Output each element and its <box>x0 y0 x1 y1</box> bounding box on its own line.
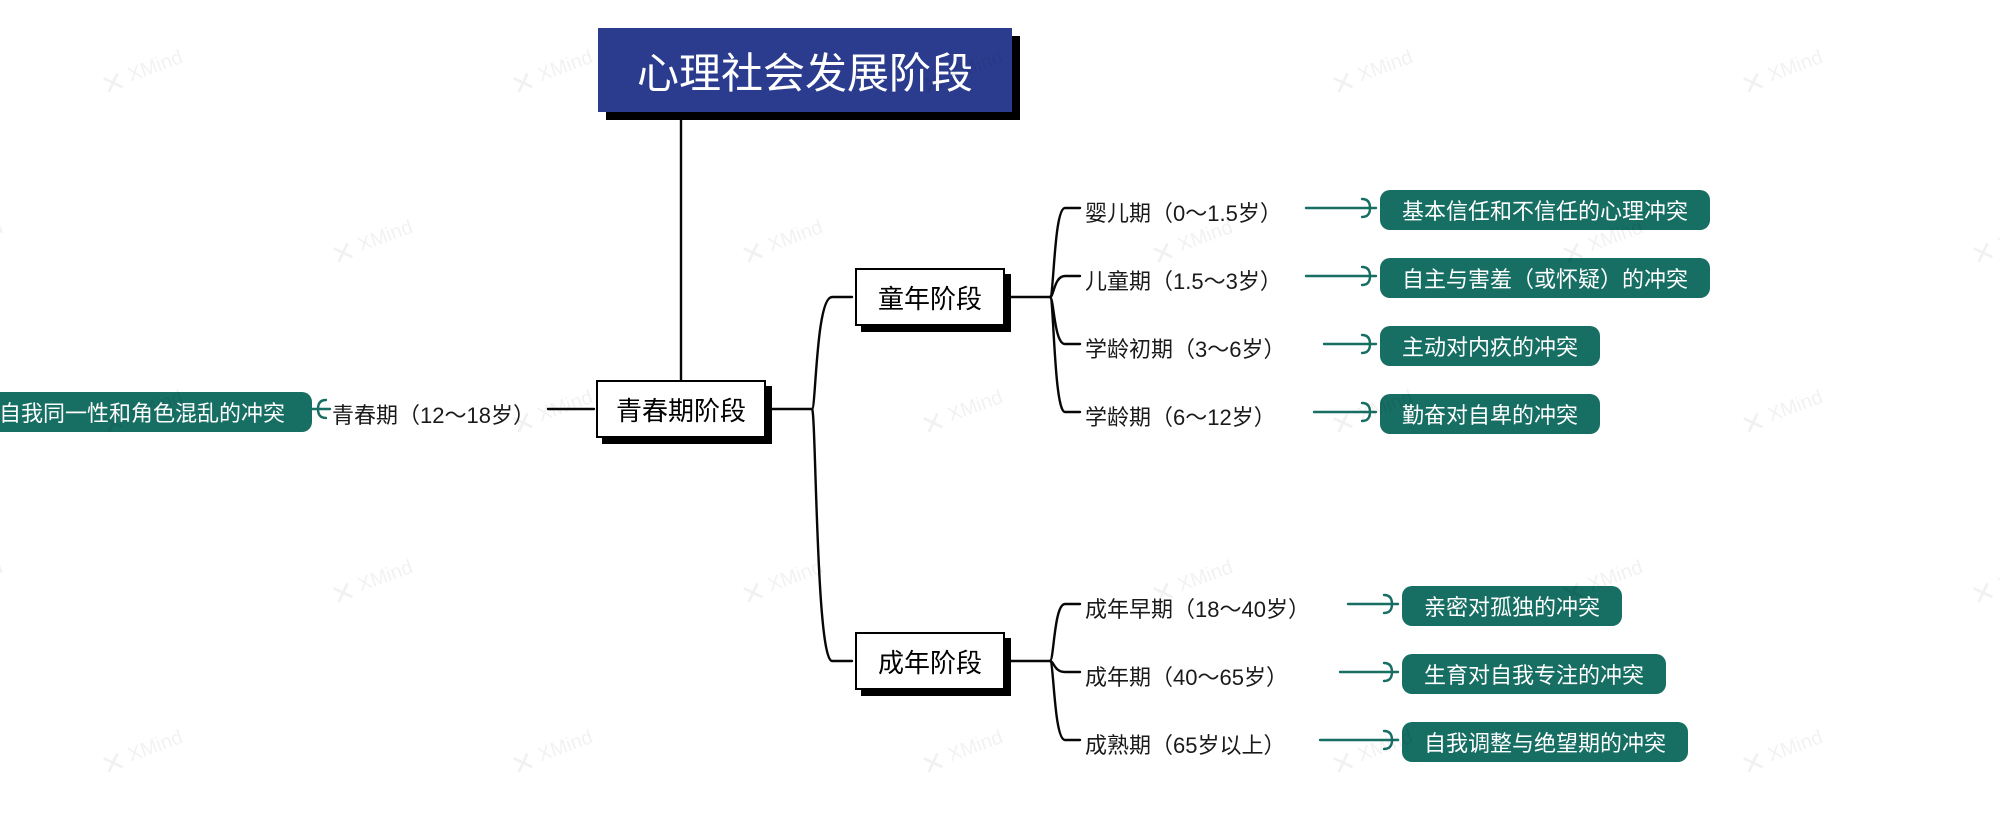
age-label[interactable]: 成年期（40～65岁） <box>1085 660 1288 692</box>
pill-label: 自我调整与绝望期的冲突 <box>1424 726 1666 758</box>
age-label[interactable]: 学龄初期（3～6岁） <box>1085 332 1285 364</box>
age-label[interactable]: 儿童期（1.5～3岁） <box>1085 264 1282 296</box>
age-label[interactable]: 成年早期（18～40岁） <box>1085 592 1310 624</box>
age-label-text: 成年早期（18～40岁） <box>1085 592 1310 624</box>
stage-node-adult[interactable]: 成年阶段 <box>855 632 1005 690</box>
watermark: XMind <box>99 46 186 97</box>
root-label: 心理社会发展阶段 <box>637 40 973 101</box>
age-label[interactable]: 学龄期（6～12岁） <box>1085 400 1276 432</box>
watermark: XMind <box>739 216 826 267</box>
age-label-text: 学龄初期（3～6岁） <box>1085 332 1285 364</box>
pill-label: 自我同一性和角色混乱的冲突 <box>0 396 285 428</box>
watermark: XMind <box>1329 46 1416 97</box>
watermark: XMind <box>329 216 416 267</box>
pill-label: 基本信任和不信任的心理冲突 <box>1402 194 1688 226</box>
stage-node-childhood[interactable]: 童年阶段 <box>855 268 1005 326</box>
watermark: XMind <box>329 556 416 607</box>
age-label-text: 成年期（40～65岁） <box>1085 660 1288 692</box>
age-label[interactable]: 成熟期（65岁以上） <box>1085 728 1285 760</box>
stage-node-adolescent[interactable]: 青春期阶段 <box>596 380 766 438</box>
watermark: XMind <box>919 726 1006 777</box>
watermark: XMind <box>509 726 596 777</box>
watermark: XMind <box>1739 46 1826 97</box>
watermark: XMind <box>99 726 186 777</box>
conflict-pill[interactable]: 勤奋对自卑的冲突 <box>1380 394 1600 434</box>
conflict-pill[interactable]: 自我调整与绝望期的冲突 <box>1402 722 1688 762</box>
stage-label: 青春期阶段 <box>616 391 746 428</box>
pill-label: 主动对内疚的冲突 <box>1402 330 1578 362</box>
stage-label: 成年阶段 <box>878 643 982 680</box>
watermark: XMind <box>1969 216 2000 267</box>
age-label-text: 学龄期（6～12岁） <box>1085 400 1276 432</box>
watermark: XMind <box>0 216 6 267</box>
conflict-pill[interactable]: 生育对自我专注的冲突 <box>1402 654 1666 694</box>
watermark: XMind <box>739 556 826 607</box>
conflict-pill[interactable]: 主动对内疚的冲突 <box>1380 326 1600 366</box>
pill-label: 自主与害羞（或怀疑）的冲突 <box>1402 262 1688 294</box>
root-node[interactable]: 心理社会发展阶段 <box>598 28 1012 112</box>
conflict-pill[interactable]: 自主与害羞（或怀疑）的冲突 <box>1380 258 1710 298</box>
pill-label: 亲密对孤独的冲突 <box>1424 590 1600 622</box>
age-label-text: 成熟期（65岁以上） <box>1085 728 1285 760</box>
pill-label: 生育对自我专注的冲突 <box>1424 658 1644 690</box>
watermark: XMind <box>0 556 6 607</box>
mindmap-canvas: 心理社会发展阶段 童年阶段青春期阶段成年阶段 婴儿期（0～1.5岁） 基本信任和不… <box>0 0 2000 819</box>
pill-label: 勤奋对自卑的冲突 <box>1402 398 1578 430</box>
conflict-pill[interactable]: 亲密对孤独的冲突 <box>1402 586 1622 626</box>
age-label[interactable]: 婴儿期（0～1.5岁） <box>1085 196 1282 228</box>
stage-label: 童年阶段 <box>878 279 982 316</box>
age-label-text: 婴儿期（0～1.5岁） <box>1085 196 1282 228</box>
conflict-pill-left[interactable]: 自我同一性和角色混乱的冲突 <box>0 392 312 432</box>
watermark: XMind <box>919 386 1006 437</box>
age-label-left[interactable]: 青春期（12～18岁） <box>332 398 535 430</box>
watermark: XMind <box>509 46 596 97</box>
age-label-text: 青春期（12～18岁） <box>332 398 535 430</box>
age-label-text: 儿童期（1.5～3岁） <box>1085 264 1282 296</box>
watermark: XMind <box>1739 386 1826 437</box>
watermark: XMind <box>1739 726 1826 777</box>
watermark: XMind <box>1969 556 2000 607</box>
conflict-pill[interactable]: 基本信任和不信任的心理冲突 <box>1380 190 1710 230</box>
